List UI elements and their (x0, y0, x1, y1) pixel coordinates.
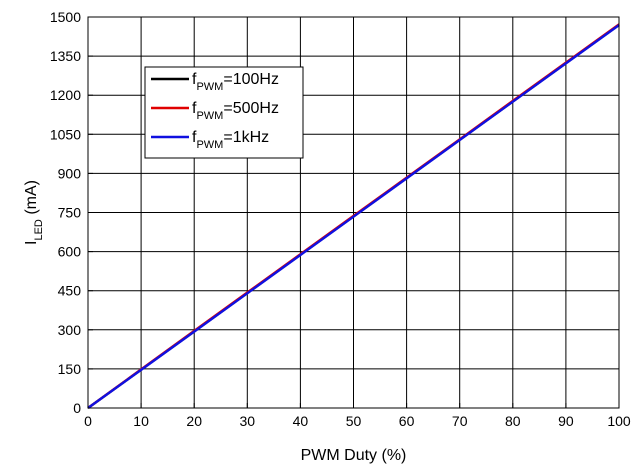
legend-label-sub: PWM (196, 110, 223, 122)
y-tick-label: 300 (58, 322, 82, 338)
x-tick-label: 50 (346, 413, 362, 429)
y-axis-title-main: I (23, 241, 40, 245)
y-tick-label: 1500 (50, 9, 81, 25)
x-axis-title: PWM Duty (%) (301, 447, 407, 464)
x-tick-label: 0 (84, 413, 92, 429)
y-tick-label: 0 (73, 400, 81, 416)
legend-label: fPWM=100Hz (192, 71, 279, 93)
x-tick-label: 80 (505, 413, 521, 429)
legend-label-main: f (192, 129, 197, 146)
x-tick-label: 40 (293, 413, 309, 429)
y-tick-label: 750 (58, 205, 82, 221)
series-line (87, 24, 620, 409)
x-tick-label: 100 (607, 413, 631, 429)
legend-label-rest: =500Hz (223, 100, 279, 117)
tick-labels: 0 10 20 30 40 50 60 70 80 90 100 0 150 300 450 600 750 90… (50, 9, 631, 429)
grid-lines (88, 17, 619, 408)
axis-ticks (87, 16, 620, 409)
legend-label-sub: PWM (196, 139, 223, 151)
series-lines (87, 23, 620, 409)
y-axis-title-unit: (mA) (23, 180, 40, 219)
legend-label-rest: =1kHz (223, 129, 269, 146)
y-axis-title-sub: LED (33, 219, 45, 240)
y-tick-label: 1200 (50, 87, 81, 103)
y-axis-title: ILED (mA) (23, 180, 45, 245)
x-tick-label: 20 (186, 413, 202, 429)
y-tick-label: 150 (58, 361, 82, 377)
y-tick-label: 600 (58, 244, 82, 260)
legend-label-main: f (192, 71, 197, 88)
legend-label: fPWM=1kHz (192, 129, 269, 151)
x-tick-label: 60 (399, 413, 415, 429)
y-tick-label: 1350 (50, 48, 81, 64)
x-tick-label: 90 (558, 413, 574, 429)
x-tick-label: 10 (133, 413, 149, 429)
x-tick-label: 30 (240, 413, 256, 429)
legend-box (144, 66, 304, 159)
x-tick-label: 70 (452, 413, 468, 429)
legend-label-main: f (192, 100, 197, 117)
legend-label-sub: PWM (196, 81, 223, 93)
legend-label-rest: =100Hz (223, 71, 279, 88)
y-tick-label: 450 (58, 283, 82, 299)
y-tick-label: 1050 (50, 126, 81, 142)
y-tick-label: 900 (58, 165, 82, 181)
legend-label: fPWM=500Hz (192, 100, 279, 122)
